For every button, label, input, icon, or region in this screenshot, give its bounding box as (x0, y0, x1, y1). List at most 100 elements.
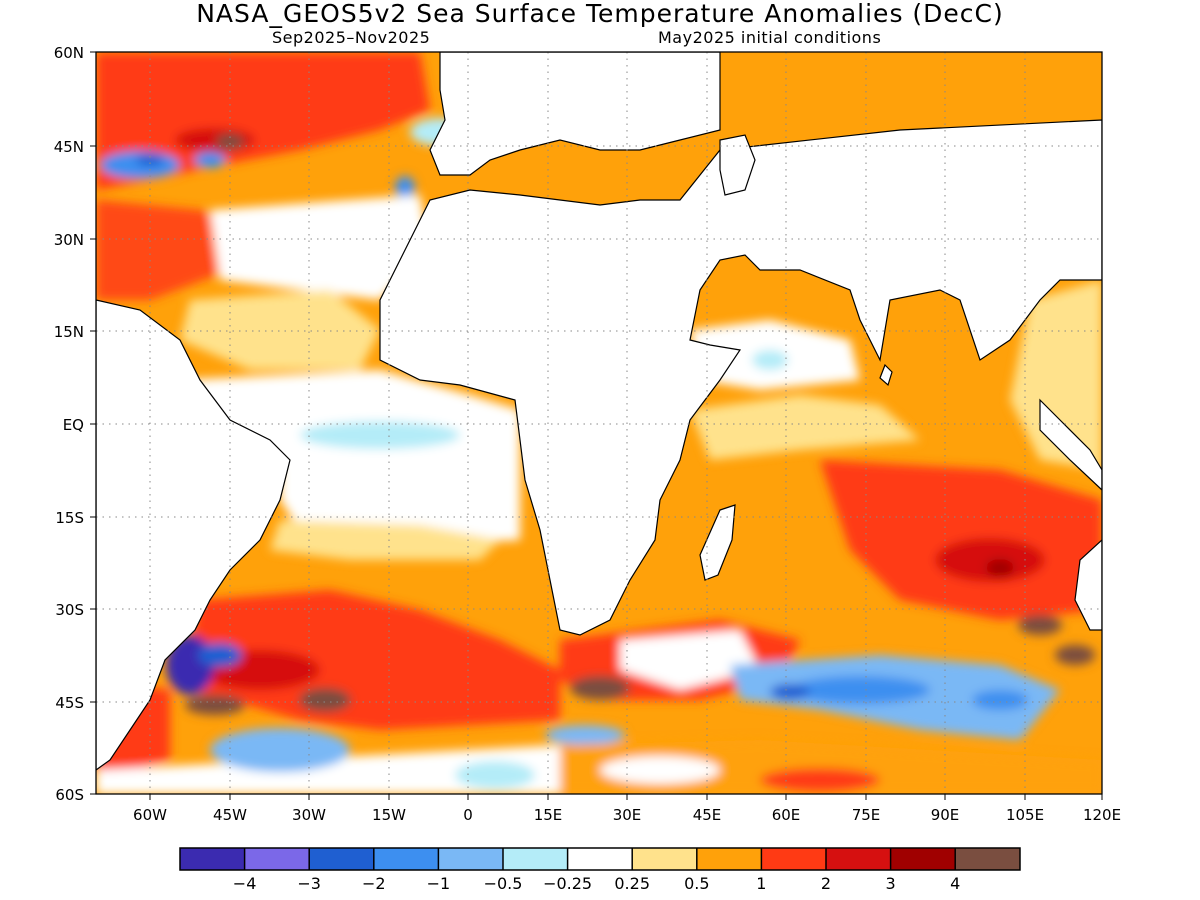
colorbar-label: −2 (362, 874, 386, 893)
lon-label: 105E (1006, 806, 1044, 824)
lon-label: 90E (931, 806, 960, 824)
lon-label: 75E (852, 806, 881, 824)
colorbar-swatch (503, 848, 568, 870)
colorbar-label: 2 (821, 874, 831, 893)
anomaly-patch (752, 350, 788, 370)
initial-conditions-label: May2025 initial conditions (658, 28, 882, 47)
latitude-labels: 60N 45N 30N 15N EQ 15S 30S 45S 60S (54, 44, 84, 804)
colorbar-label: 0.25 (614, 874, 650, 893)
gridlines (96, 52, 1102, 794)
caspian (719, 134, 756, 196)
anomaly-patch (96, 52, 430, 190)
lat-label: 15S (55, 509, 84, 527)
lon-label: 120E (1083, 806, 1121, 824)
anomaly-patch (1055, 645, 1095, 665)
anomaly-patch (96, 745, 560, 794)
anomaly-patch (820, 460, 1102, 620)
lon-label: 0 (463, 806, 473, 824)
anomaly-patch (198, 643, 242, 667)
colorbar-label: −1 (427, 874, 451, 893)
anomaly-patch (986, 559, 1014, 577)
lon-label: 15E (534, 806, 563, 824)
anomaly-patch (100, 151, 180, 179)
lon-label: 45W (213, 806, 247, 824)
colorbar-label: 1 (756, 874, 766, 893)
colorbar: −4 −3 −2 −1 −0.5 −0.25 0.25 0.5 1 2 3 4 (179, 847, 1021, 893)
anomaly-patch (216, 134, 244, 150)
anomaly-patch (690, 395, 920, 460)
colorbar-swatch (180, 848, 245, 870)
anomaly-patch (136, 154, 164, 166)
anomaly-patch (395, 176, 415, 200)
lon-label: 30W (292, 806, 326, 824)
africa-asia (379, 119, 1102, 636)
colorbar-swatch (955, 848, 1020, 870)
colorbar-border (179, 847, 1021, 871)
anomaly-patch (300, 421, 460, 449)
lon-label: 30E (613, 806, 642, 824)
anomaly-patch (790, 676, 930, 704)
anomaly-patch (180, 290, 380, 370)
lon-label: 60W (133, 806, 167, 824)
anomaly-patch (620, 630, 760, 690)
colorbar-swatch (567, 848, 633, 870)
colorbar-swatch (826, 848, 891, 870)
colorbar-swatch (761, 848, 826, 870)
anomaly-field (96, 52, 1102, 794)
anomaly-patch (210, 728, 350, 772)
lon-label: 60E (772, 806, 801, 824)
colorbar-swatch (373, 848, 439, 870)
lat-label: 45N (54, 138, 84, 156)
lon-label: 15W (372, 806, 406, 824)
anomaly-patch (600, 756, 720, 784)
lat-label: 15N (54, 323, 84, 341)
lon-label: 45E (693, 806, 722, 824)
season-label: Sep2025–Nov2025 (272, 28, 431, 47)
lat-label: EQ (63, 416, 84, 434)
colorbar-label: 0.5 (684, 874, 709, 893)
anomaly-patch (545, 725, 625, 745)
colorbar-label: −4 (233, 874, 257, 893)
colorbar-label: −0.25 (543, 874, 592, 893)
colorbar-label: −0.5 (484, 874, 523, 893)
anomaly-patch (570, 676, 630, 700)
anomaly-patch (770, 684, 810, 700)
lat-label: 30S (55, 601, 84, 619)
colorbar-swatch (632, 848, 697, 870)
lat-label: 60S (55, 786, 84, 804)
anomaly-patch (299, 688, 351, 712)
madagascar (699, 504, 736, 581)
anomaly-patch (455, 761, 535, 789)
anomaly-patch (760, 768, 880, 792)
europe (429, 52, 721, 176)
south-america (96, 299, 291, 771)
colorbar-swatch (696, 848, 762, 870)
tick-marks (90, 51, 1103, 800)
australia (1074, 539, 1102, 631)
anomaly-patch (180, 590, 560, 730)
land (96, 52, 1102, 771)
lat-label: 45S (55, 694, 84, 712)
sri-lanka (879, 363, 893, 387)
lat-label: 30N (54, 231, 84, 249)
colorbar-swatch (890, 848, 956, 870)
anomaly-patch (1018, 615, 1062, 635)
colorbar-swatch (438, 848, 503, 870)
colorbar-swatch (244, 848, 310, 870)
anomaly-patch (1010, 280, 1102, 470)
anomaly-patch (210, 195, 430, 300)
anomaly-patch (194, 152, 226, 168)
colorbar-label: 4 (950, 874, 960, 893)
map-title: NASA_GEOS5v2 Sea Surface Temperature Ano… (196, 0, 1004, 28)
sumatra (1039, 398, 1102, 491)
colorbar-label: 3 (886, 874, 896, 893)
anomaly-patch (935, 538, 1045, 582)
longitude-labels: 60W 45W 30W 15W 0 15E 30E 45E 60E 75E 90… (133, 806, 1121, 824)
anomaly-patch (185, 695, 245, 715)
colorbar-swatch (309, 848, 374, 870)
lat-label: 60N (54, 44, 84, 62)
map-frame (95, 51, 1103, 795)
colorbar-label: −3 (297, 874, 321, 893)
anomaly-patch (972, 690, 1028, 710)
